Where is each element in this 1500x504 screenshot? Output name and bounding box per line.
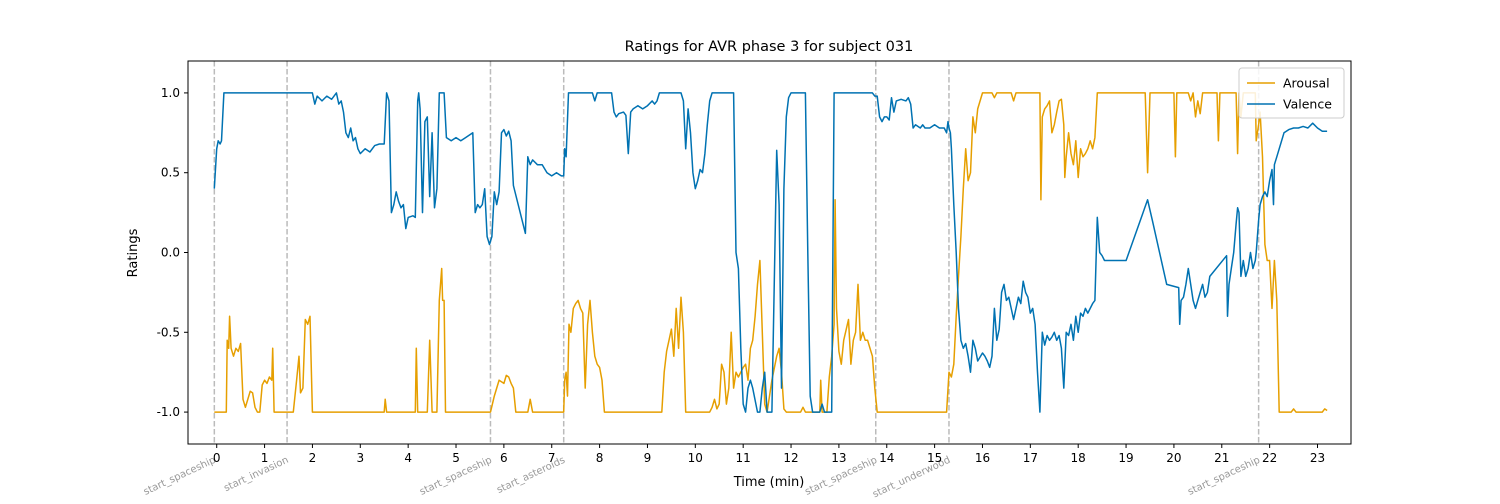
legend-label-valence: Valence	[1283, 97, 1332, 112]
x-tick-label: 17	[1023, 451, 1038, 465]
legend-label-arousal: Arousal	[1283, 76, 1330, 91]
legend-box	[1238, 67, 1345, 119]
chart-title: Ratings for AVR phase 3 for subject 031	[625, 39, 914, 55]
x-tick-label: 0	[213, 451, 221, 465]
y-tick-label: -0.5	[157, 325, 180, 339]
x-tick-label: 19	[1118, 451, 1133, 465]
x-tick-label: 9	[644, 451, 652, 465]
x-tick-label: 10	[688, 451, 703, 465]
x-tick-label: 20	[1166, 451, 1181, 465]
x-tick-label: 8	[596, 451, 604, 465]
legend: Arousal Valence	[1238, 67, 1345, 119]
x-axis-label: Time (min)	[733, 475, 805, 490]
event-label: start_invasion	[222, 455, 290, 495]
x-tick-label: 2	[309, 451, 317, 465]
x-tick-label: 13	[831, 451, 846, 465]
x-tick-label: 16	[975, 451, 990, 465]
x-tick-label: 14	[879, 451, 894, 465]
y-tick-label: 1.0	[161, 86, 180, 100]
x-tick-label: 7	[548, 451, 556, 465]
y-tick-label: 0.5	[161, 166, 180, 180]
series-line-arousal	[214, 92, 1328, 413]
event-label: start_spaceship	[142, 455, 218, 498]
x-tick-label: 11	[736, 451, 751, 465]
axes: 0 1 2 3 4 5 6 7 8 9 10 11 12 13 14 15 16 17 18 19 20 21 22 23-1…	[157, 60, 1352, 465]
x-tick-label: 12	[783, 451, 798, 465]
x-tick-label: 1	[261, 451, 269, 465]
series-lines	[213, 92, 1328, 413]
x-tick-label: 5	[452, 451, 460, 465]
x-tick-label: 15	[927, 451, 942, 465]
x-tick-label: 22	[1262, 451, 1277, 465]
y-tick-label: 0.0	[161, 246, 180, 260]
event-markers: start_spaceship start_invasion start_space…	[142, 61, 1262, 500]
x-tick-label: 4	[404, 451, 412, 465]
y-tick-label: -1.0	[157, 405, 180, 419]
y-axis-label: Ratings	[126, 228, 141, 277]
x-tick-label: 3	[356, 451, 364, 465]
x-tick-label: 6	[500, 451, 508, 465]
series-line-valence	[213, 92, 1328, 413]
x-tick-label: 18	[1071, 451, 1086, 465]
x-tick-label: 21	[1214, 451, 1229, 465]
x-tick-label: 23	[1310, 451, 1325, 465]
